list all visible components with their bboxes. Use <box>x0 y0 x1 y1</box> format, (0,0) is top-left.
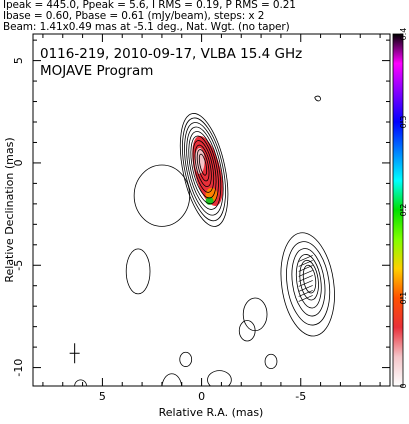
noise-contour <box>133 164 191 227</box>
jet-contour <box>302 264 317 294</box>
plot-frame <box>32 33 391 387</box>
colorbar-tick-label: 0.4 <box>399 28 408 41</box>
core-contour <box>184 122 224 216</box>
header-line-3: Beam: 1.41x0.49 mas at -5.1 deg., Nat. W… <box>3 21 290 33</box>
polarization-vector <box>298 265 313 272</box>
y-tick-label: 0 <box>12 159 25 166</box>
colorbar-tick-label: 0.2 <box>399 204 408 217</box>
header-line-2: Ibase = 0.60, Pbase = 0.61 (mJy/beam), s… <box>3 10 265 22</box>
y-tick-label: -5 <box>12 260 25 271</box>
x-tick-label: 0 <box>198 390 205 403</box>
header-line-1: Ipeak = 445.0, Ppeak = 5.6, I RMS = 0.19… <box>3 0 296 11</box>
polarization-vector <box>298 290 313 297</box>
colorbar-tick-label: 0.3 <box>399 116 408 129</box>
core-contour <box>188 131 219 205</box>
core-contour <box>182 117 226 222</box>
noise-contour <box>161 373 183 386</box>
core-contour <box>179 113 229 227</box>
noise-contour <box>207 370 232 386</box>
y-tick-label: -10 <box>12 359 25 377</box>
chart-subtitle: MOJAVE Program <box>40 63 153 79</box>
polarization-vector <box>298 275 313 282</box>
polarization-vector <box>298 285 313 292</box>
x-tick-label: 5 <box>99 390 106 403</box>
polarization-vector <box>298 260 313 267</box>
jet-contour <box>291 248 326 317</box>
core-contour <box>190 135 217 199</box>
noise-contour <box>314 95 322 102</box>
y-tick-label: 5 <box>12 57 25 64</box>
y-axis-label: Relative Declination (mas) <box>3 137 16 282</box>
colorbar-tick-label: 0 <box>399 383 408 388</box>
x-tick-label: -5 <box>295 390 306 403</box>
polarization-vector <box>298 255 313 262</box>
noise-contour <box>179 351 193 367</box>
x-axis-label: Relative R.A. (mas) <box>159 406 264 419</box>
core-contour <box>192 140 215 193</box>
polarization-vector <box>298 295 313 302</box>
jet-contour <box>299 259 319 301</box>
noise-contour <box>74 379 87 386</box>
noise-contour <box>238 320 256 342</box>
polarization-vector <box>298 270 313 277</box>
jet-contour <box>295 254 322 309</box>
jet-contour <box>286 241 331 326</box>
core-contour <box>194 144 212 188</box>
polarization-vector <box>298 280 313 287</box>
chart-title: 0116-219, 2010-09-17, VLBA 15.4 GHz <box>40 46 302 62</box>
core-contour <box>196 149 210 182</box>
jet-contour <box>280 232 335 337</box>
noise-contour <box>125 248 151 295</box>
core-contour <box>198 153 208 176</box>
colorbar-tick-label: 0.1 <box>399 292 408 305</box>
noise-contour <box>264 353 278 370</box>
noise-contour <box>242 297 268 332</box>
core-contour <box>186 126 222 210</box>
